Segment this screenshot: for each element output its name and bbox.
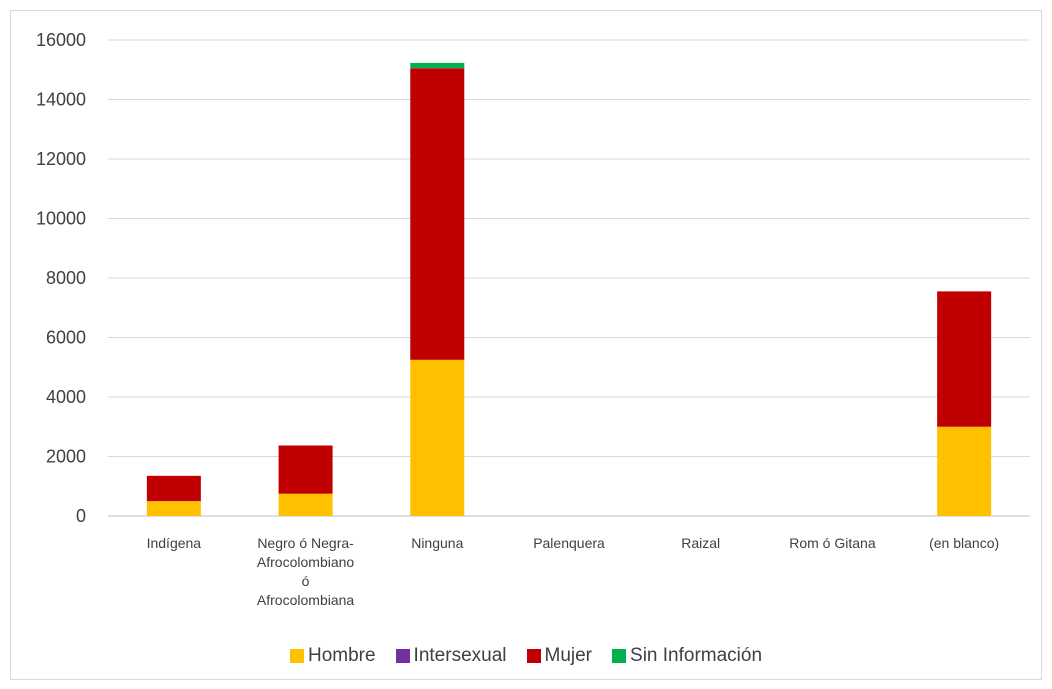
y-axis-ticks: 0 2000 4000 6000 8000 10000 12000 14000 16000	[36, 30, 86, 526]
x-tick-label: Rom ó Gitana	[789, 535, 876, 551]
bars	[146, 62, 992, 516]
legend: Hombre Intersexual Mujer Sin Información	[0, 645, 1052, 667]
y-tick-label: 2000	[46, 447, 86, 467]
gridlines	[108, 39, 1030, 517]
bar-segment-mujer	[937, 291, 992, 427]
x-tick-label: Negro ó Negra-Afrocolombiano ó Afrocolombi…	[257, 535, 354, 608]
legend-item: Sin Información	[612, 645, 762, 667]
y-tick-label: 6000	[46, 328, 86, 348]
x-axis-ticks: Indígena Negro ó Negra-Afrocolombiano ó Afr…	[147, 535, 1000, 608]
legend-item: Intersexual	[395, 645, 507, 667]
legend-item: Mujer	[526, 645, 593, 667]
x-tick-label: Raizal	[681, 535, 720, 551]
y-tick-label: 8000	[46, 268, 86, 288]
legend-swatch	[612, 649, 627, 663]
legend-label: Sin Información	[630, 645, 763, 666]
legend-label: Mujer	[544, 645, 593, 666]
y-tick-label: 14000	[36, 90, 86, 110]
bar-segment-mujer	[278, 445, 333, 494]
chart-frame	[10, 10, 1042, 680]
legend-swatch	[395, 649, 410, 663]
x-tick-label: (en blanco)	[929, 535, 999, 551]
y-tick-label: 4000	[46, 387, 86, 407]
legend-label: Hombre	[307, 645, 376, 666]
y-tick-label: 10000	[36, 209, 86, 229]
bar-segment-hombre	[146, 501, 201, 516]
x-tick-label: Palenquera	[533, 535, 605, 551]
bar-segment-sin-informaci-n	[410, 62, 465, 69]
bar-segment-mujer	[410, 68, 465, 360]
y-tick-label: 16000	[36, 30, 86, 50]
legend-item: Hombre	[289, 645, 376, 667]
y-tick-label: 12000	[36, 149, 86, 169]
x-tick-label: Ninguna	[411, 535, 463, 551]
bar-segment-hombre	[937, 426, 992, 516]
x-tick-label: Indígena	[147, 535, 202, 551]
bar-segment-hombre	[410, 359, 465, 516]
bar-segment-mujer	[146, 475, 201, 502]
legend-swatch	[526, 649, 541, 663]
legend-label: Intersexual	[413, 645, 507, 666]
y-tick-label: 0	[76, 506, 86, 526]
legend-swatch	[289, 649, 304, 663]
bar-segment-hombre	[278, 493, 333, 516]
